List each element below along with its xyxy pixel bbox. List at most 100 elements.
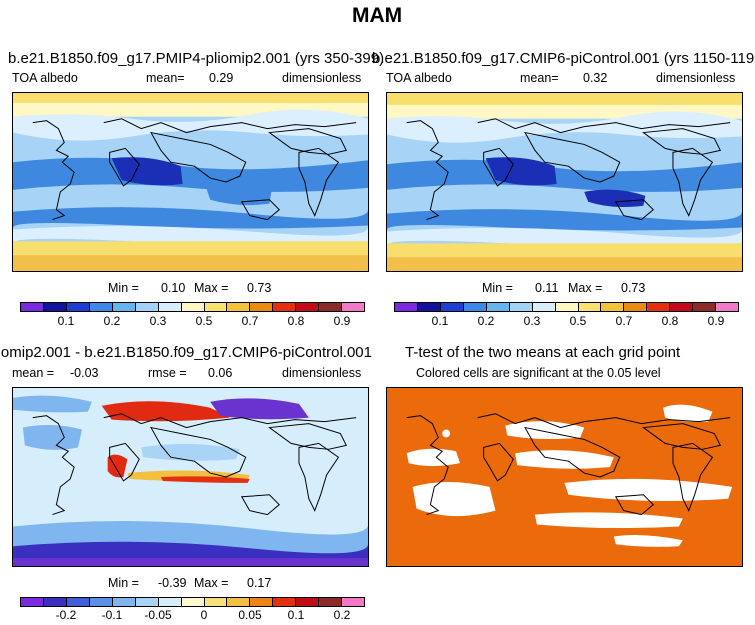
panel1-min: 0.10 xyxy=(161,281,186,295)
colorbar-swatch xyxy=(112,598,136,606)
panel3-mean-label: mean = xyxy=(12,366,55,380)
panel3-max-label: Max = xyxy=(194,576,229,590)
colorbar-swatch xyxy=(204,303,228,311)
colorbar-swatch xyxy=(43,598,67,606)
colorbar-tick-label: 0.3 xyxy=(149,314,167,328)
colorbar-swatch xyxy=(440,303,464,311)
panel3-units: dimensionless xyxy=(282,366,362,380)
colorbar-tick-label: 0.9 xyxy=(333,314,351,328)
colorbar-swatch xyxy=(66,598,90,606)
colorbar-swatch xyxy=(158,303,182,311)
panel3-mean: -0.03 xyxy=(70,366,99,380)
colorbar-swatch xyxy=(89,303,113,311)
colorbar-swatch xyxy=(601,303,625,311)
colorbar-tick-label: 0.1 xyxy=(431,314,449,328)
colorbar-swatch xyxy=(204,598,228,606)
panel2-max-label: Max = xyxy=(568,281,603,295)
figure-title: MAM xyxy=(352,4,403,27)
colorbar-swatch xyxy=(417,303,441,311)
colorbar-tick-label: 0 xyxy=(200,608,208,622)
panel2-map xyxy=(386,92,743,272)
colorbar-swatch xyxy=(273,303,297,311)
colorbar-swatch xyxy=(296,303,320,311)
colorbar-swatch xyxy=(532,303,556,311)
colorbar-tick-label: 0.7 xyxy=(615,314,633,328)
colorbar-tick-label: 0.9 xyxy=(707,314,725,328)
colorbar-swatch xyxy=(319,598,343,606)
colorbar-tick-label: 0.2 xyxy=(477,314,495,328)
colorbar-tick-label: -0.2 xyxy=(55,608,77,622)
colorbar-tick-label: -0.05 xyxy=(144,608,172,622)
panel4-subtitle: Colored cells are significant at the 0.0… xyxy=(416,366,661,380)
panel1-colorbar-ticks: 0.1 0.2 0.3 0.5 0.7 0.8 0.9 xyxy=(20,314,365,330)
panel1-max: 0.73 xyxy=(247,281,272,295)
panel2-units: dimensionless xyxy=(656,71,736,85)
colorbar-swatch xyxy=(250,598,274,606)
colorbar-swatch xyxy=(21,303,44,311)
colorbar-swatch xyxy=(21,598,44,606)
colorbar-swatch xyxy=(342,598,365,606)
colorbar-swatch xyxy=(578,303,602,311)
colorbar-tick-label: 0.8 xyxy=(287,314,305,328)
colorbar-swatch xyxy=(555,303,579,311)
panel3-rmse-label: rmse = xyxy=(148,366,187,380)
colorbar-swatch xyxy=(395,303,418,311)
panel4-title: T-test of the two means at each grid poi… xyxy=(405,344,681,361)
panel1-map xyxy=(12,92,369,272)
colorbar-swatch xyxy=(670,303,694,311)
colorbar-swatch xyxy=(296,598,320,606)
panel2-title: b.e21.B1850.f09_g17.CMIP6-piControl.001 … xyxy=(372,50,755,67)
colorbar-tick-label: 0.8 xyxy=(661,314,679,328)
colorbar-swatch xyxy=(463,303,487,311)
colorbar-tick-label: 0.2 xyxy=(103,314,121,328)
panel2-mean: 0.32 xyxy=(583,71,608,85)
colorbar-swatch xyxy=(250,303,274,311)
colorbar-swatch xyxy=(273,598,297,606)
colorbar-tick-label: 0.3 xyxy=(523,314,541,328)
colorbar-tick-label: 0.1 xyxy=(287,608,305,622)
panel2-colorbar xyxy=(394,302,739,312)
panel3-min: -0.39 xyxy=(158,576,187,590)
panel3-title: b.e21.B1850.f09_g17.PMIP4-pliomip2.001 -… xyxy=(0,344,372,361)
panel2-min-label: Min = xyxy=(482,281,513,295)
panel1-colorbar xyxy=(20,302,365,312)
panel2-colorbar-ticks: 0.1 0.2 0.3 0.5 0.7 0.8 0.9 xyxy=(394,314,739,330)
colorbar-swatch xyxy=(716,303,739,311)
colorbar-swatch xyxy=(181,598,205,606)
panel3-map xyxy=(12,387,369,567)
colorbar-tick-label: 0.5 xyxy=(569,314,587,328)
colorbar-swatch xyxy=(135,303,159,311)
panel3-colorbar xyxy=(20,597,365,607)
colorbar-swatch xyxy=(112,303,136,311)
colorbar-swatch xyxy=(66,303,90,311)
colorbar-swatch xyxy=(342,303,365,311)
colorbar-swatch xyxy=(43,303,67,311)
panel3-rmse: 0.06 xyxy=(208,366,233,380)
colorbar-swatch xyxy=(89,598,113,606)
panel3-title-text: b.e21.B1850.f09_g17.PMIP4-pliomip2.001 -… xyxy=(0,344,372,361)
colorbar-swatch xyxy=(509,303,533,311)
panel1-max-label: Max = xyxy=(194,281,229,295)
panel2-max: 0.73 xyxy=(621,281,646,295)
colorbar-swatch xyxy=(486,303,510,311)
colorbar-tick-label: 0.2 xyxy=(333,608,351,622)
panel3-min-label: Min = xyxy=(108,576,139,590)
panel1-units: dimensionless xyxy=(282,71,362,85)
panel1-min-label: Min = xyxy=(108,281,139,295)
colorbar-swatch xyxy=(319,303,343,311)
colorbar-swatch xyxy=(227,303,251,311)
panel3-colorbar-ticks: -0.2 -0.1 -0.05 0 0.05 0.1 0.2 xyxy=(20,608,365,624)
panel1-mean-label: mean= xyxy=(146,71,185,85)
colorbar-swatch xyxy=(693,303,717,311)
colorbar-swatch xyxy=(624,303,648,311)
colorbar-swatch xyxy=(158,598,182,606)
colorbar-swatch xyxy=(181,303,205,311)
panel3-max: 0.17 xyxy=(247,576,272,590)
panel2-min: 0.11 xyxy=(535,281,559,295)
colorbar-tick-label: 0.1 xyxy=(57,314,75,328)
colorbar-tick-label: -0.1 xyxy=(101,608,123,622)
panel2-mean-label: mean= xyxy=(520,71,559,85)
colorbar-tick-label: 0.5 xyxy=(195,314,213,328)
panel4-map xyxy=(386,387,743,567)
panel1-mean: 0.29 xyxy=(209,71,234,85)
